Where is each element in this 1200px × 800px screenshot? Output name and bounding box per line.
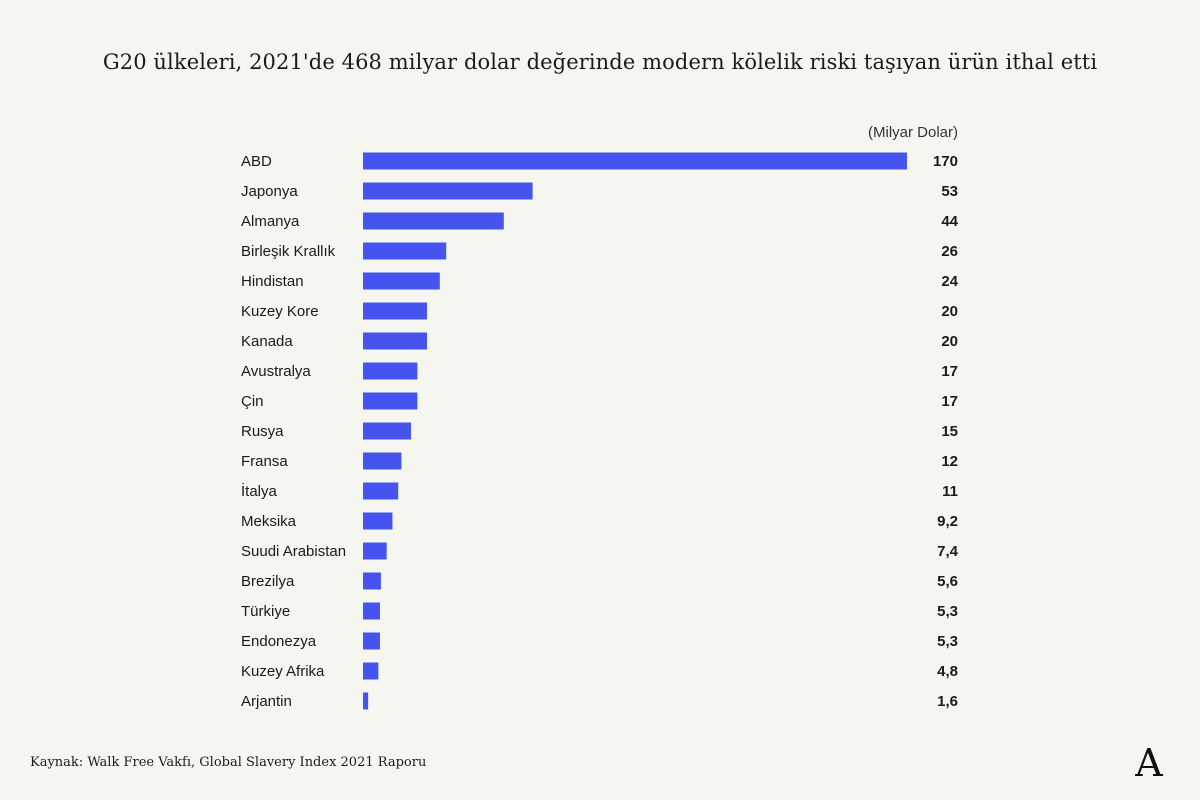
bar: [363, 452, 402, 470]
value-label: 7,4: [937, 543, 959, 560]
bar: [363, 542, 387, 560]
value-label: 17: [941, 393, 958, 410]
bar: [363, 152, 907, 170]
publisher-logo: A: [1134, 742, 1163, 782]
bar: [363, 362, 418, 380]
unit-label: (Milyar Dolar): [868, 124, 958, 141]
logo-letter: A: [1134, 742, 1163, 782]
bar: [363, 422, 411, 440]
value-label: 5,3: [937, 633, 958, 650]
category-label: Japonya: [241, 183, 298, 200]
category-label: Çin: [241, 393, 264, 410]
category-label: Rusya: [241, 423, 284, 440]
bar: [363, 632, 380, 650]
value-label: 20: [941, 303, 958, 320]
chart-title: G20 ülkeleri, 2021'de 468 milyar dolar d…: [102, 50, 1098, 74]
value-label: 4,8: [937, 663, 958, 680]
category-label: Endonezya: [241, 633, 317, 650]
category-label: Birleşik Krallık: [241, 243, 336, 260]
value-label: 9,2: [937, 513, 958, 530]
category-label: Meksika: [241, 513, 297, 530]
bar: [363, 242, 447, 260]
value-label: 53: [941, 183, 958, 200]
value-label: 5,3: [937, 603, 958, 620]
bar: [363, 572, 381, 590]
bar: [363, 392, 418, 410]
category-label: İtalya: [241, 482, 278, 500]
category-label: Kuzey Kore: [241, 303, 319, 320]
bar: [363, 662, 379, 680]
value-label: 20: [941, 333, 958, 350]
bar: [363, 302, 427, 320]
category-label: Almanya: [241, 213, 300, 230]
value-label: 17: [941, 363, 958, 380]
value-label: 26: [941, 243, 958, 260]
bar: [363, 512, 393, 530]
category-label: Suudi Arabistan: [241, 543, 346, 560]
value-label: 5,6: [937, 573, 958, 590]
category-label: Türkiye: [241, 603, 290, 620]
bar: [363, 602, 380, 620]
value-label: 1,6: [937, 693, 958, 710]
category-label: Kanada: [241, 333, 293, 350]
category-label: Arjantin: [241, 693, 292, 710]
category-label: Avustralya: [241, 363, 311, 380]
value-label: 44: [941, 213, 958, 230]
value-label: 170: [933, 153, 958, 170]
bar: [363, 332, 427, 350]
bar: [363, 272, 440, 290]
bar: [363, 182, 533, 200]
bar: [363, 482, 399, 500]
value-label: 12: [941, 453, 958, 470]
bar: [363, 212, 504, 230]
value-label: 15: [941, 423, 958, 440]
bar: [363, 692, 369, 710]
source-note: Kaynak: Walk Free Vakfı, Global Slavery …: [30, 755, 427, 770]
category-label: Kuzey Afrika: [241, 663, 325, 680]
value-label: 24: [941, 273, 958, 290]
value-label: 11: [942, 483, 958, 500]
category-label: Brezilya: [241, 573, 295, 590]
category-label: Fransa: [241, 453, 288, 470]
category-label: ABD: [241, 153, 272, 170]
category-label: Hindistan: [241, 273, 304, 290]
